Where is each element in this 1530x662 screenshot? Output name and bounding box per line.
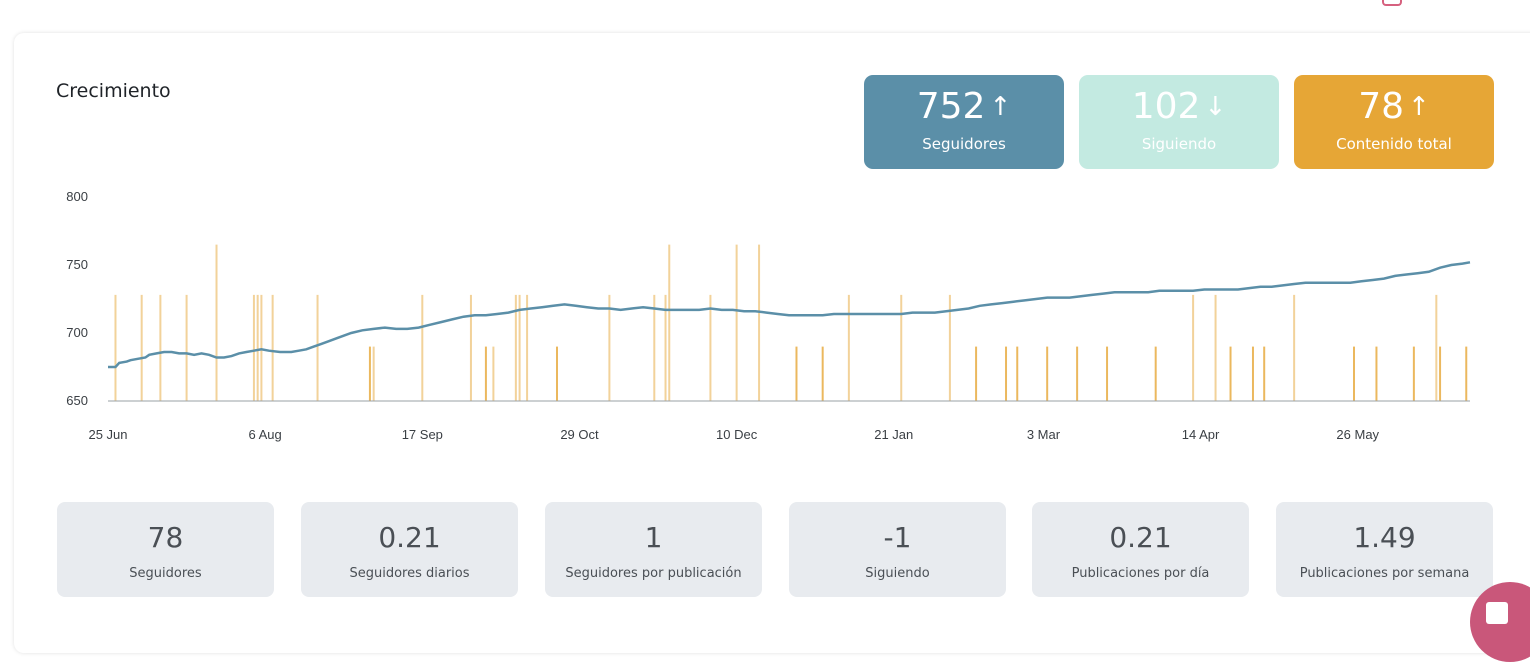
metric-value: -1 — [883, 521, 912, 554]
x-tick-label: 14 Apr — [1182, 427, 1220, 442]
metric-card-daily-followers: 0.21 Seguidores diarios — [301, 502, 518, 597]
metric-label: Seguidores — [129, 566, 202, 581]
y-axis-ticks: 800 750 700 650 — [66, 189, 88, 408]
section-title: Crecimiento — [56, 80, 171, 102]
y-tick-label: 750 — [66, 257, 88, 272]
y-tick-label: 700 — [66, 325, 88, 340]
followers-stat: 752 ↑ Seguidores — [864, 75, 1064, 169]
total-content-label: Contenido total — [1336, 135, 1452, 153]
arrow-down-icon: ↓ — [1204, 92, 1227, 122]
x-tick-label: 21 Jan — [874, 427, 913, 442]
x-tick-label: 26 May — [1336, 427, 1379, 442]
metric-label: Publicaciones por semana — [1299, 566, 1470, 581]
x-tick-label: 3 Mar — [1027, 427, 1061, 442]
y-tick-label: 650 — [66, 393, 88, 408]
x-tick-label: 10 Dec — [716, 427, 758, 442]
metric-value: 0.21 — [378, 521, 441, 554]
metric-value: 1.49 — [1353, 521, 1416, 554]
notification-icon[interactable] — [1382, 0, 1402, 6]
followers-line — [108, 261, 1471, 369]
total-content-value: 78 — [1358, 86, 1404, 127]
metric-card-posts-per-day: 0.21 Publicaciones por día — [1032, 502, 1249, 597]
metric-label: Publicaciones por día — [1071, 566, 1210, 581]
content-bars — [114, 244, 1468, 401]
followers-label: Seguidores — [922, 135, 1006, 153]
following-stat: 102 ↓ Siguiendo — [1079, 75, 1279, 169]
y-tick-label: 800 — [66, 189, 88, 204]
chat-icon — [1486, 602, 1508, 624]
arrow-up-icon: ↑ — [989, 92, 1012, 122]
x-axis-ticks: 25 Jun 6 Aug 17 Sep 29 Oct 10 Dec 21 Jan 3 Mar… — [88, 427, 1379, 442]
following-value: 102 — [1131, 86, 1201, 127]
x-tick-label: 29 Oct — [560, 427, 599, 442]
metric-card-followers-per-post: 1 Seguidores por publicación — [545, 502, 762, 597]
x-tick-label: 25 Jun — [88, 427, 127, 442]
metric-card-posts-per-week: 1.49 Publicaciones por semana — [1276, 502, 1493, 597]
following-value-row: 102 ↓ — [1079, 85, 1279, 132]
metric-card-following: -1 Siguiendo — [789, 502, 1006, 597]
metric-card-followers: 78 Seguidores — [57, 502, 274, 597]
arrow-up-icon: ↑ — [1408, 92, 1430, 122]
metric-value: 1 — [644, 521, 663, 554]
following-label: Siguiendo — [1141, 135, 1217, 153]
metric-label: Siguiendo — [865, 566, 930, 581]
x-tick-label: 6 Aug — [249, 427, 282, 442]
metric-value: 0.21 — [1109, 521, 1172, 554]
metric-label: Seguidores por publicación — [565, 566, 742, 581]
metric-value: 78 — [147, 521, 184, 554]
followers-value-row: 752 ↑ — [864, 85, 1064, 132]
followers-value: 752 — [916, 86, 986, 127]
growth-chart: 800 750 700 650 25 Jun 6 Aug 17 Sep 29 Oct 10 D… — [66, 189, 1471, 442]
metric-label: Seguidores diarios — [349, 566, 470, 581]
x-tick-label: 17 Sep — [402, 427, 443, 442]
total-content-value-row: 78 ↑ — [1294, 85, 1494, 132]
total-content-stat: 78 ↑ Contenido total — [1294, 75, 1494, 169]
